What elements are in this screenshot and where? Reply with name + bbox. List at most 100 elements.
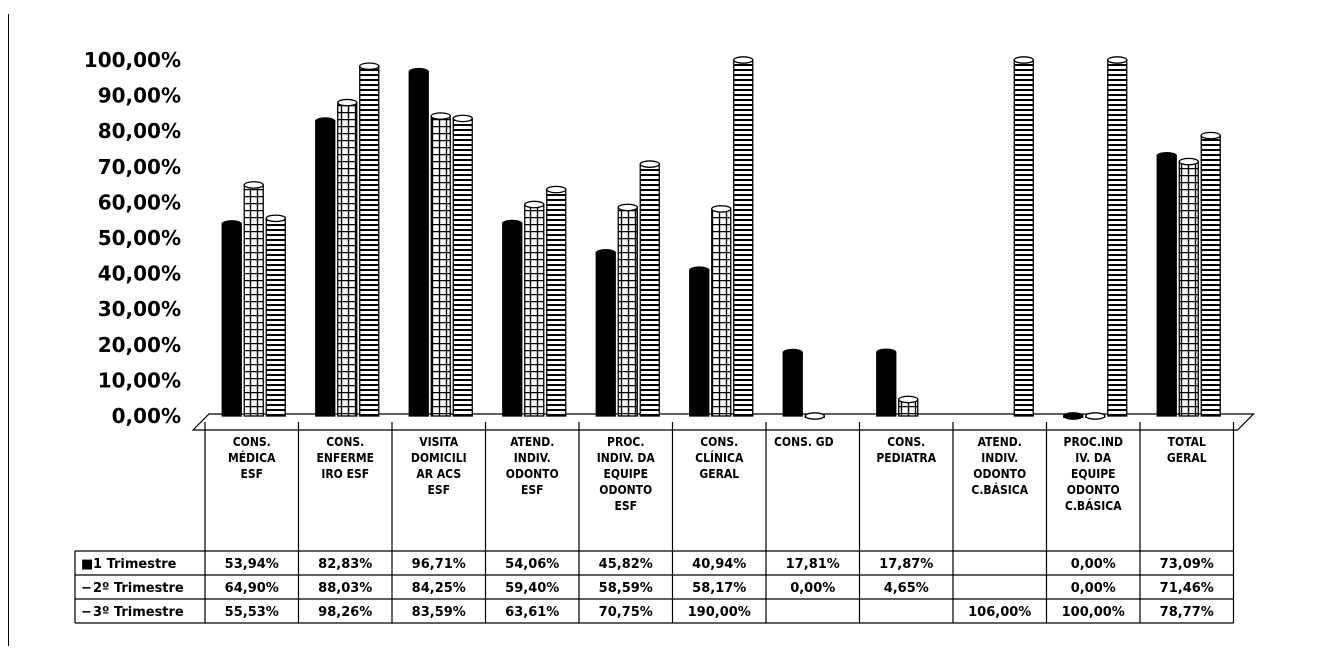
- category-label: ATEND.: [978, 435, 1022, 449]
- category-label: CONS. GD: [774, 435, 834, 449]
- bar: [546, 188, 567, 417]
- bar-cap: [711, 205, 732, 213]
- bar-cap: [265, 214, 286, 223]
- bar-cap: [502, 219, 523, 228]
- category-label: CLÍNICA: [695, 450, 744, 465]
- y-tick-label: 70,00%: [98, 155, 181, 179]
- category-label: PROC.: [607, 435, 644, 449]
- y-tick-label: 40,00%: [98, 262, 181, 286]
- bar-cap: [876, 348, 897, 357]
- bar: [711, 208, 732, 417]
- axis-layer: 0,00% 10,00% 20,00% 30,00% 40,00% 50,00% 60,00…: [84, 48, 1255, 431]
- chart-frame: 0,00% 10,00% 20,00% 30,00% 40,00% 50,00% 60,00…: [8, 14, 1319, 646]
- data-label: 0,00%: [790, 581, 835, 596]
- bar: [782, 351, 803, 417]
- bar: [337, 101, 358, 417]
- bar-cap: [221, 220, 242, 228]
- bar-cap: [430, 112, 451, 120]
- bar-cap: [1085, 412, 1106, 420]
- bar-cap: [1013, 56, 1034, 64]
- category-label: EQUIPE: [1071, 467, 1116, 481]
- bar-cap: [617, 203, 638, 212]
- bar: [221, 223, 242, 417]
- category-label: GERAL: [699, 467, 739, 481]
- bar: [430, 115, 451, 417]
- category-label: GERAL: [1167, 451, 1207, 465]
- data-label: 45,82%: [599, 557, 653, 572]
- y-tick-label: 80,00%: [98, 119, 181, 143]
- data-label: 84,25%: [412, 581, 466, 596]
- category-label: TOTAL: [1168, 435, 1206, 449]
- data-label: 70,75%: [599, 605, 653, 620]
- legend-marker: −: [81, 581, 92, 596]
- data-label: 82,83%: [318, 557, 372, 572]
- bar: [1107, 59, 1128, 417]
- data-label: 17,81%: [786, 557, 840, 572]
- bar: [595, 252, 616, 417]
- bar-cap: [733, 56, 754, 64]
- category-label: IV. DA: [1075, 451, 1112, 465]
- category-label: ODONTO: [973, 467, 1026, 481]
- data-label: 63,61%: [505, 605, 559, 620]
- bar-cap: [408, 67, 429, 76]
- data-label: 54,06%: [505, 557, 559, 572]
- category-label: ODONTO: [506, 467, 559, 481]
- data-label: 0,00%: [1071, 581, 1116, 596]
- bar: [452, 117, 473, 417]
- data-label: 4,65%: [884, 581, 929, 596]
- data-label: 71,46%: [1160, 581, 1214, 596]
- category-label: DOMICILI: [411, 451, 467, 465]
- data-label: 78,77%: [1160, 605, 1214, 620]
- bar-cap: [1156, 151, 1177, 160]
- category-label: C.BÁSICA: [1065, 498, 1122, 513]
- bar-cap: [337, 98, 358, 107]
- data-label: 106,00%: [968, 605, 1031, 620]
- data-label: 73,09%: [1160, 557, 1214, 572]
- data-label: 96,71%: [412, 557, 466, 572]
- bar: [1178, 160, 1199, 417]
- category-label: EQUIPE: [603, 467, 648, 481]
- bar: [502, 222, 523, 417]
- category-label: ATEND.: [510, 435, 554, 449]
- category-label: IRO ESF: [321, 467, 369, 481]
- category-label: CONS.: [233, 435, 271, 449]
- category-label: MÉDICA: [228, 450, 276, 465]
- data-label: 58,59%: [599, 581, 653, 596]
- y-tick-label: 30,00%: [98, 297, 181, 321]
- category-label: ESF: [521, 483, 544, 497]
- category-label: INDIV.: [981, 451, 1018, 465]
- series-name: 1 Trimestre: [93, 557, 177, 572]
- category-label: INDIV. DA: [597, 451, 656, 465]
- category-label: AR ACS: [416, 467, 461, 481]
- legend-marker: ■: [81, 557, 93, 572]
- bar-cap: [1200, 131, 1221, 140]
- y-tick-label: 50,00%: [98, 226, 181, 250]
- bar-cap: [804, 412, 825, 420]
- bar-cap: [315, 117, 336, 125]
- bar-cap: [1063, 412, 1084, 420]
- category-label: ESF: [240, 467, 263, 481]
- bar: [1013, 59, 1034, 417]
- bar-cap: [524, 200, 545, 209]
- series-name: 2º Trimestre: [93, 581, 184, 596]
- bar: [359, 65, 380, 417]
- bar: [408, 71, 429, 417]
- data-label: 17,87%: [879, 557, 933, 572]
- category-label: PROC.IND: [1064, 435, 1123, 449]
- bar-cap: [243, 181, 264, 189]
- category-label: CONS.: [326, 435, 364, 449]
- bar: [265, 217, 286, 417]
- bar-cap: [595, 249, 616, 257]
- category-label: ENFERME: [316, 451, 374, 465]
- bar-cap: [452, 114, 473, 123]
- data-label: 190,00%: [688, 605, 751, 620]
- bar-cap: [546, 185, 567, 194]
- y-tick-label: 90,00%: [98, 84, 181, 108]
- bar: [315, 120, 336, 417]
- y-tick-label: 0,00%: [112, 404, 181, 428]
- bar: [876, 351, 897, 417]
- category-label: CONS.: [887, 435, 925, 449]
- y-tick-label: 20,00%: [98, 333, 181, 357]
- bar-chart: 0,00% 10,00% 20,00% 30,00% 40,00% 50,00% 60,00…: [74, 48, 1255, 624]
